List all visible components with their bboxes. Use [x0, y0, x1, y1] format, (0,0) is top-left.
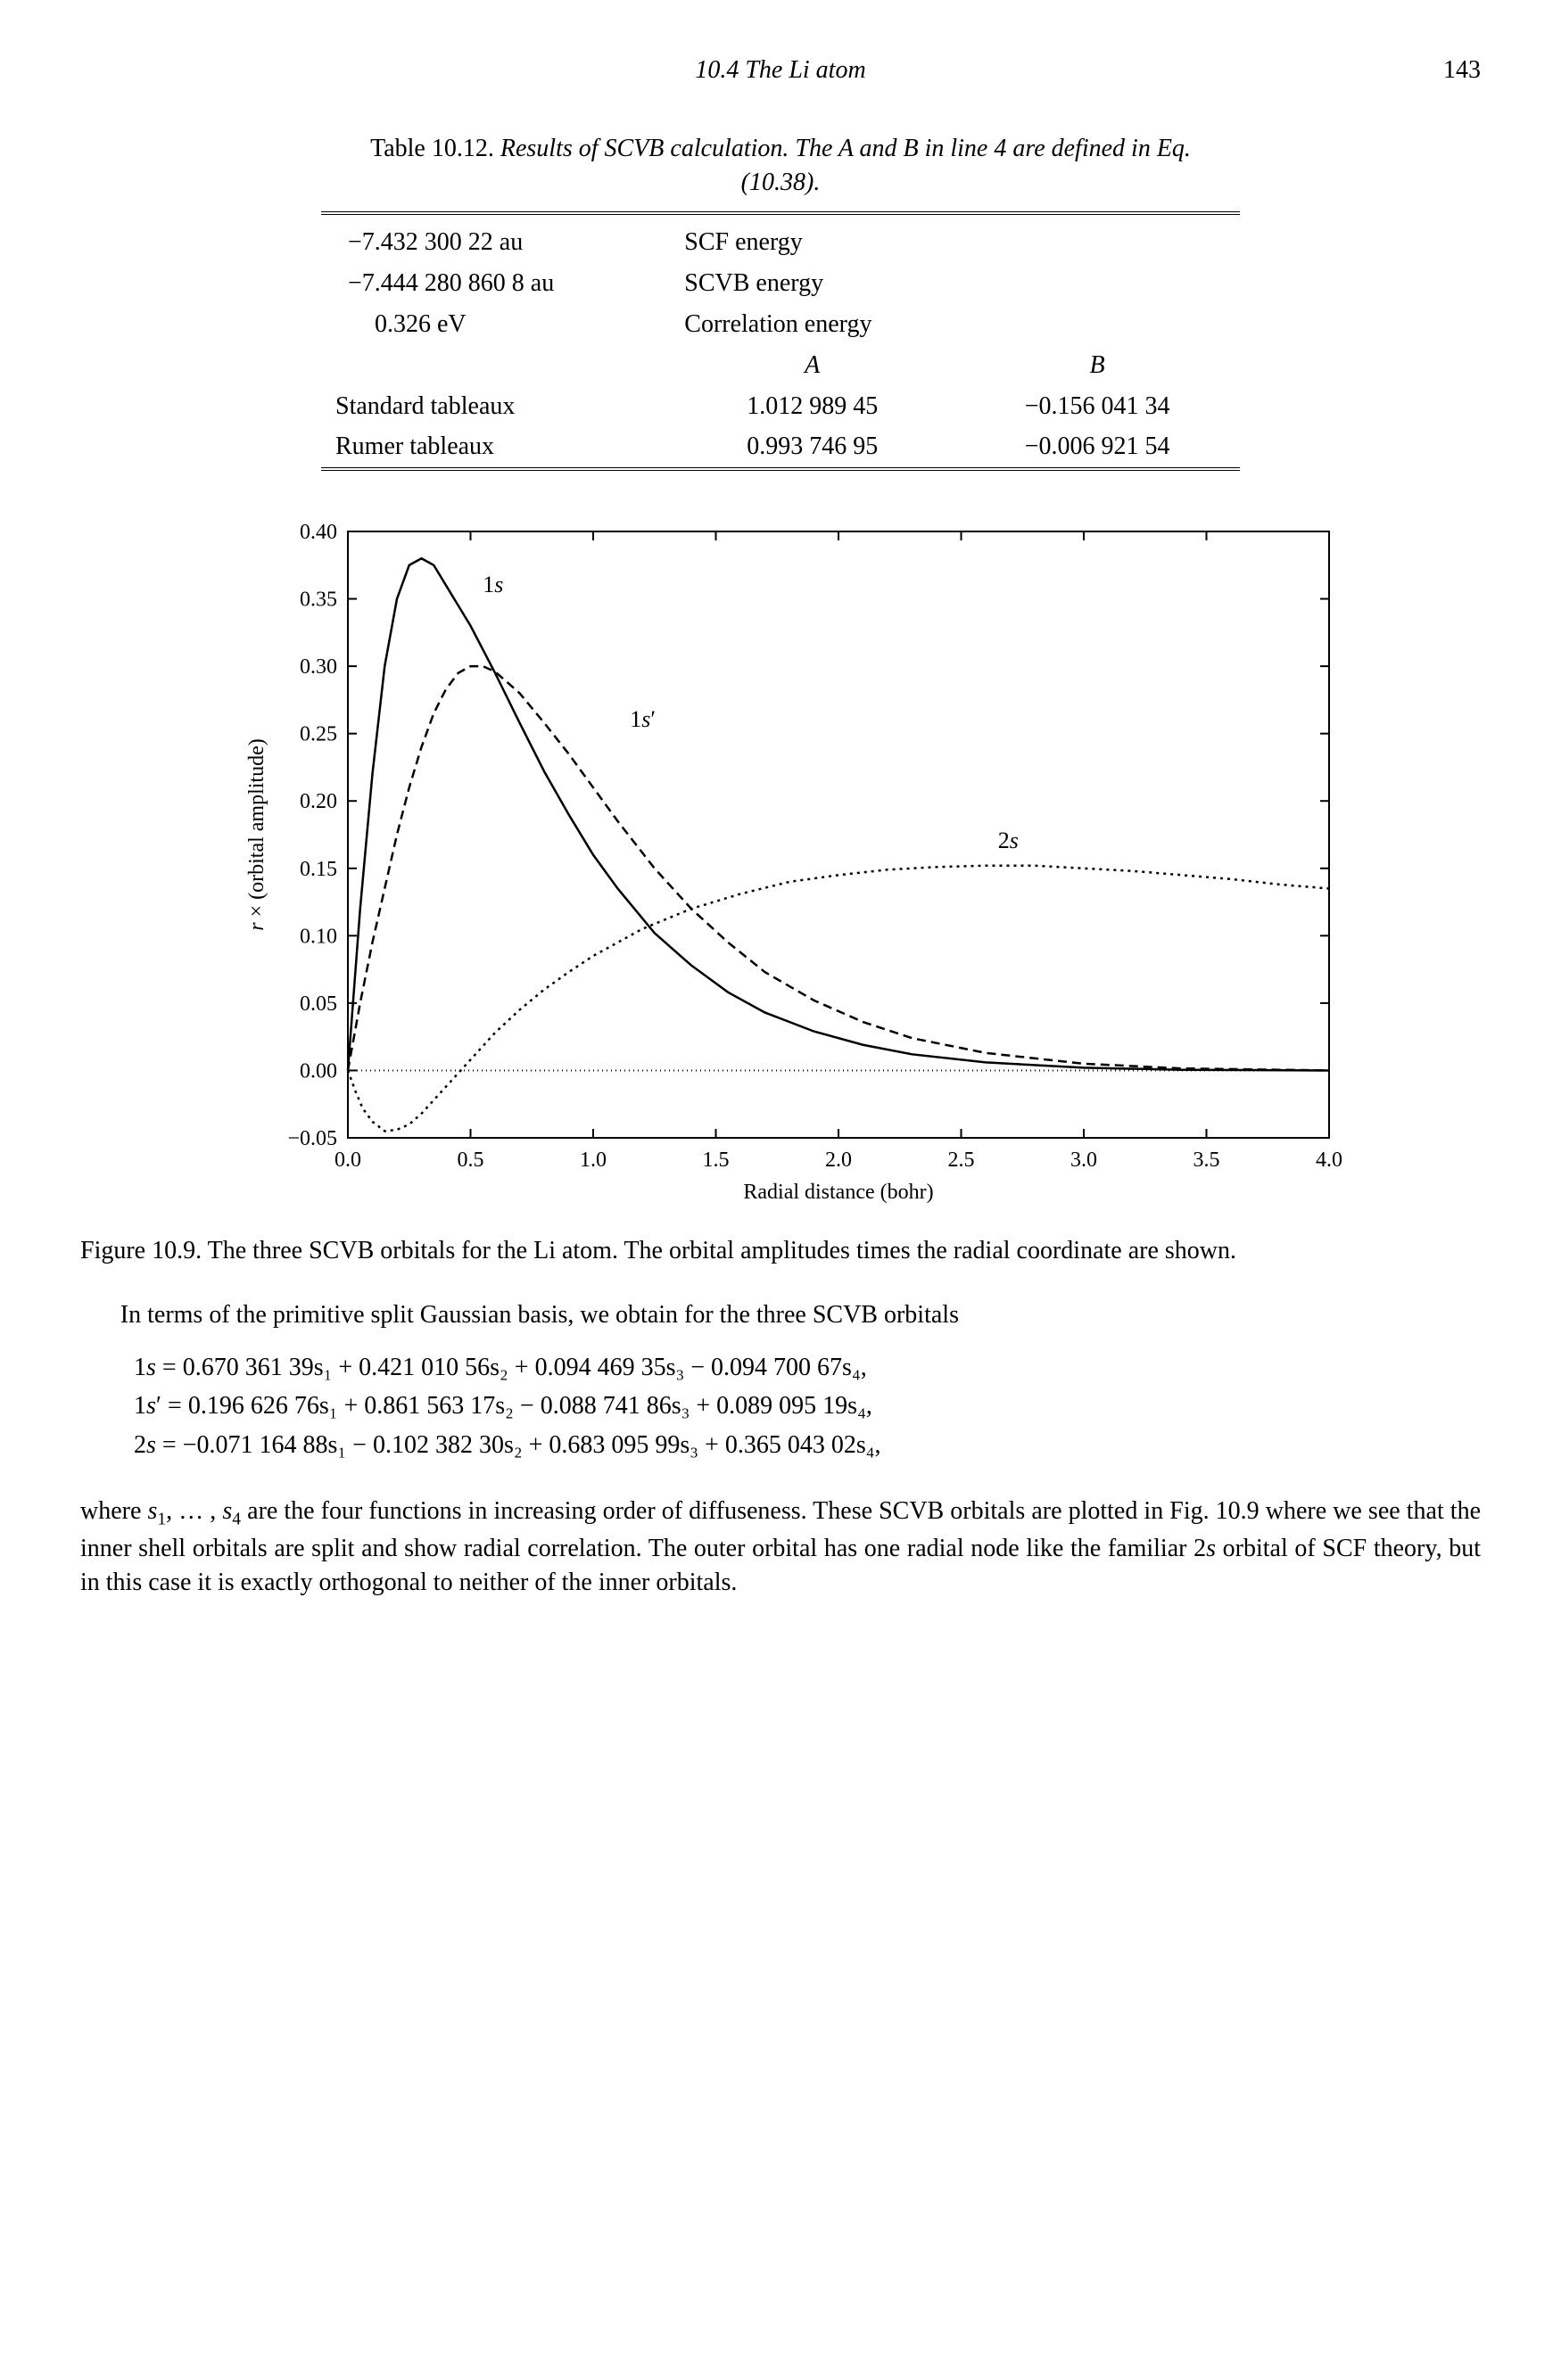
svg-text:0.30: 0.30	[300, 655, 337, 679]
table-row: Standard tableaux 1.012 989 45 −0.156 04…	[321, 386, 1240, 427]
eq-1s: 1s = 0.670 361 39s₁ + 0.421 010 56s₂ + 0…	[134, 1348, 1481, 1387]
svg-text:Radial distance (bohr): Radial distance (bohr)	[743, 1181, 933, 1204]
svg-text:0.20: 0.20	[300, 790, 337, 813]
svg-text:0.10: 0.10	[300, 926, 337, 949]
figure-caption: Figure 10.9. The three SCVB orbitals for…	[80, 1234, 1481, 1268]
scvb-value: −7.444 280 860 8 au	[321, 263, 670, 304]
svg-text:1s: 1s	[483, 572, 503, 597]
rumer-tableaux-label: Rumer tableaux	[321, 426, 670, 469]
paragraph-2: where s1, … , s4 are the four functions …	[80, 1495, 1481, 1600]
col-b-header: B	[954, 345, 1240, 386]
scvb-label: SCVB energy	[670, 263, 1240, 304]
table-title: Results of SCVB calculation. The A and B…	[500, 135, 1191, 196]
figure-number: Figure 10.9.	[80, 1237, 202, 1264]
table-row: −7.444 280 860 8 au SCVB energy	[321, 263, 1240, 304]
svg-text:0.0: 0.0	[334, 1149, 361, 1172]
svg-text:3.0: 3.0	[1070, 1149, 1097, 1172]
svg-text:4.0: 4.0	[1316, 1149, 1342, 1172]
section-title: 10.4 The Li atom	[695, 54, 865, 87]
table-row: Rumer tableaux 0.993 746 95 −0.006 921 5…	[321, 426, 1240, 469]
svg-text:2s: 2s	[998, 828, 1019, 853]
paragraph-1: In terms of the primitive split Gaussian…	[80, 1298, 1481, 1332]
svg-text:0.00: 0.00	[300, 1060, 337, 1083]
scf-label: SCF energy	[670, 222, 1240, 263]
page-number: 143	[1443, 54, 1481, 87]
svg-text:3.5: 3.5	[1193, 1149, 1220, 1172]
results-table: −7.432 300 22 au SCF energy −7.444 280 8…	[321, 211, 1240, 478]
std-b: −0.156 041 34	[954, 386, 1240, 427]
svg-text:0.40: 0.40	[300, 521, 337, 544]
svg-text:2.0: 2.0	[825, 1149, 852, 1172]
svg-text:0.5: 0.5	[458, 1149, 484, 1172]
svg-text:1.5: 1.5	[703, 1149, 730, 1172]
table-row: −7.432 300 22 au SCF energy	[321, 222, 1240, 263]
corr-label: Correlation energy	[670, 304, 1240, 345]
corr-value: 0.326 eV	[321, 304, 670, 345]
table-row: 0.326 eV Correlation energy	[321, 304, 1240, 345]
table-number: Table 10.12.	[370, 135, 494, 162]
figure-text: The three SCVB orbitals for the Li atom.…	[208, 1237, 1236, 1264]
orbital-chart: 0.0 0.5 1.0 1.5 2.0 2.5 3.0 3.5 4.0 −0.05 0.00 0.05…	[205, 514, 1356, 1218]
scf-value: −7.432 300 22 au	[321, 222, 670, 263]
eq-1s-prime: 1s′ = 0.196 626 76s₁ + 0.861 563 17s₂ − …	[134, 1387, 1481, 1425]
table-caption: Table 10.12. Results of SCVB calculation…	[334, 132, 1226, 200]
svg-text:r × (orbital amplitude): r × (orbital amplitude)	[245, 738, 268, 931]
svg-text:0.25: 0.25	[300, 723, 337, 746]
svg-text:1.0: 1.0	[580, 1149, 607, 1172]
svg-text:0.15: 0.15	[300, 858, 337, 881]
equations: 1s = 0.670 361 39s₁ + 0.421 010 56s₂ + 0…	[134, 1348, 1481, 1464]
std-tableaux-label: Standard tableaux	[321, 386, 670, 427]
svg-text:−0.05: −0.05	[287, 1127, 337, 1150]
table-subheader: A B	[321, 345, 1240, 386]
svg-text:0.35: 0.35	[300, 589, 337, 612]
std-a: 1.012 989 45	[670, 386, 954, 427]
eq-2s: 2s = −0.071 164 88s₁ − 0.102 382 30s₂ + …	[134, 1426, 1481, 1464]
svg-text:2.5: 2.5	[948, 1149, 975, 1172]
svg-text:0.05: 0.05	[300, 992, 337, 1016]
running-header: 000 10.4 The Li atom 143	[80, 54, 1481, 87]
rumer-b: −0.006 921 54	[954, 426, 1240, 469]
col-a-header: A	[670, 345, 954, 386]
rumer-a: 0.993 746 95	[670, 426, 954, 469]
svg-text:1s′: 1s′	[630, 706, 656, 732]
